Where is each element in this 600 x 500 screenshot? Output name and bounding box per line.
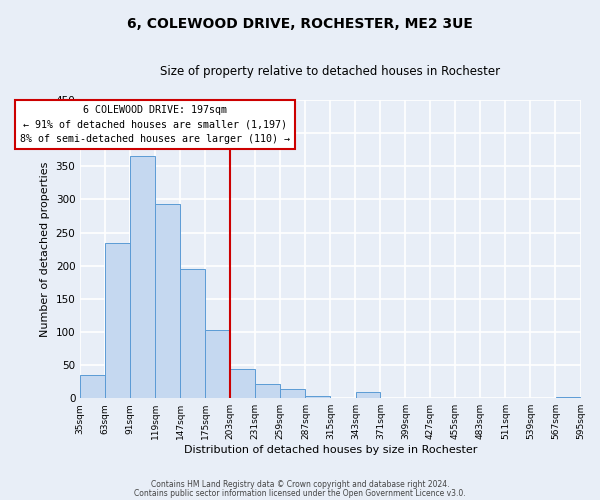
Bar <box>205 330 230 398</box>
Bar <box>155 204 180 398</box>
Text: Contains HM Land Registry data © Crown copyright and database right 2024.: Contains HM Land Registry data © Crown c… <box>151 480 449 489</box>
Text: Contains public sector information licensed under the Open Government Licence v3: Contains public sector information licen… <box>134 488 466 498</box>
Text: 6 COLEWOOD DRIVE: 197sqm
← 91% of detached houses are smaller (1,197)
8% of semi: 6 COLEWOOD DRIVE: 197sqm ← 91% of detach… <box>20 104 290 144</box>
Bar <box>106 243 130 398</box>
Bar <box>356 392 380 398</box>
X-axis label: Distribution of detached houses by size in Rochester: Distribution of detached houses by size … <box>184 445 477 455</box>
Bar <box>80 375 105 398</box>
Bar <box>230 369 255 398</box>
Title: Size of property relative to detached houses in Rochester: Size of property relative to detached ho… <box>160 65 500 78</box>
Bar <box>305 396 330 398</box>
Bar <box>256 384 280 398</box>
Text: 6, COLEWOOD DRIVE, ROCHESTER, ME2 3UE: 6, COLEWOOD DRIVE, ROCHESTER, ME2 3UE <box>127 18 473 32</box>
Bar <box>280 389 305 398</box>
Bar <box>181 269 205 398</box>
Bar <box>130 156 155 398</box>
Bar <box>556 397 580 398</box>
Y-axis label: Number of detached properties: Number of detached properties <box>40 162 50 337</box>
